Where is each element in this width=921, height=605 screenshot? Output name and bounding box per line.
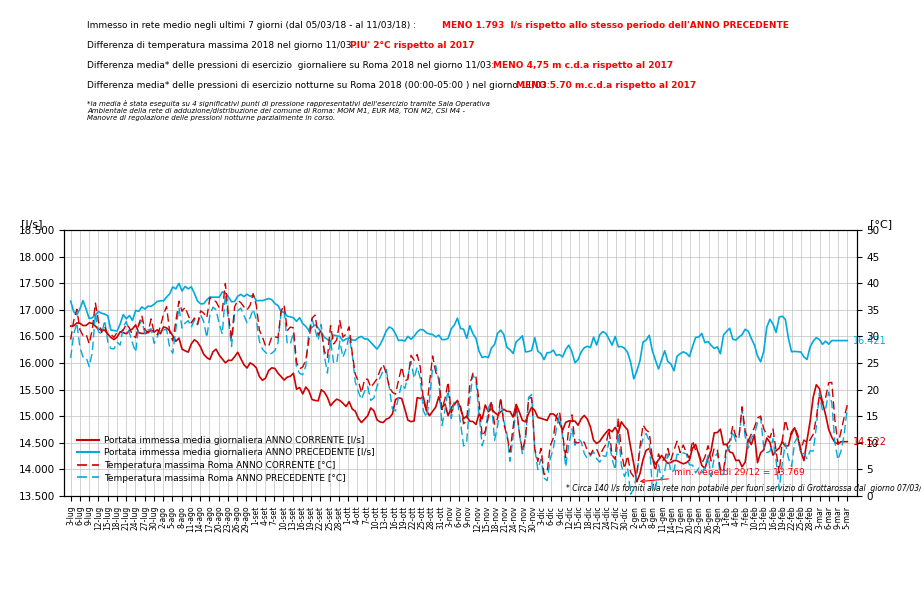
Portata immessa media giornaliera ANNO CORRENTE [l/s] — [300, 384, 311, 391]
Text: PIU' 2°C rispetto al 2017: PIU' 2°C rispetto al 2017 — [350, 41, 474, 50]
Text: min. venerdì 29/12 = 13.769: min. venerdì 29/12 = 13.769 — [641, 468, 805, 483]
Temperatura massima Roma ANNO PRECEDENTE [°C] — [842, 404, 853, 411]
Portata immessa media giornaliera ANNO CORRENTE [l/s] — [65, 322, 76, 330]
Text: Immesso in rete medio negli ultimi 7 giorni (dal 05/03/18 - al 11/03/18) :: Immesso in rete medio negli ultimi 7 gio… — [87, 21, 419, 30]
Text: Differenza media* delle pressioni di esercizio  giornaliere su Roma 2018 nel gio: Differenza media* delle pressioni di ese… — [87, 61, 497, 70]
Portata immessa media giornaliera ANNO PRECEDENTE [l/s] — [81, 306, 92, 313]
Text: *la media è stata eseguita su 4 significativi punti di pressione rappresentativi: *la media è stata eseguita su 4 signific… — [87, 100, 490, 122]
Temperatura massima Roma ANNO CORRENTE [°C] — [564, 424, 575, 431]
Text: Differenza media* delle pressioni di esercizio notturne su Roma 2018 (00:00-05:0: Differenza media* delle pressioni di ese… — [87, 81, 553, 90]
Portata immessa media giornaliera ANNO CORRENTE [l/s] — [842, 438, 853, 445]
Portata immessa media giornaliera ANNO CORRENTE [l/s] — [84, 319, 95, 327]
Temperatura massima Roma ANNO PRECEDENTE [°C] — [300, 362, 311, 370]
Temperatura massima Roma ANNO CORRENTE [°C] — [687, 437, 698, 444]
Text: MENO 1.793  l/s rispetto allo stesso periodo dell'ANNO PRECEDENTE: MENO 1.793 l/s rispetto allo stesso peri… — [442, 21, 789, 30]
Temperatura massima Roma ANNO CORRENTE [°C] — [220, 280, 231, 287]
Temperatura massima Roma ANNO PRECEDENTE [°C] — [625, 491, 636, 498]
Temperatura massima Roma ANNO PRECEDENTE [°C] — [687, 462, 698, 469]
Temperatura massima Roma ANNO CORRENTE [°C] — [300, 356, 311, 364]
Temperatura massima Roma ANNO PRECEDENTE [°C] — [829, 439, 840, 446]
Temperatura massima Roma ANNO CORRENTE [°C] — [628, 473, 639, 480]
Temperatura massima Roma ANNO CORRENTE [°C] — [829, 416, 840, 423]
Portata immessa media giornaliera ANNO CORRENTE [l/s] — [687, 445, 698, 452]
Temperatura massima Roma ANNO PRECEDENTE [°C] — [612, 430, 624, 437]
Line: Temperatura massima Roma ANNO PRECEDENTE [°C]: Temperatura massima Roma ANNO PRECEDENTE… — [71, 294, 847, 494]
Legend: Portata immessa media giornaliera ANNO CORRENTE [l/s], Portata immessa media gio: Portata immessa media giornaliera ANNO C… — [73, 432, 378, 486]
Portata immessa media giornaliera ANNO CORRENTE [l/s] — [564, 417, 575, 425]
Temperatura massima Roma ANNO PRECEDENTE [°C] — [81, 354, 92, 361]
Portata immessa media giornaliera ANNO PRECEDENTE [l/s] — [687, 343, 698, 350]
Portata immessa media giornaliera ANNO PRECEDENTE [l/s] — [612, 343, 624, 350]
Temperatura massima Roma ANNO CORRENTE [°C] — [65, 336, 76, 343]
Temperatura massima Roma ANNO PRECEDENTE [°C] — [564, 441, 575, 448]
Temperatura massima Roma ANNO CORRENTE [°C] — [81, 330, 92, 338]
Text: Differenza di temperatura massima 2018 nel giorno 11/03 :: Differenza di temperatura massima 2018 n… — [87, 41, 361, 50]
Line: Temperatura massima Roma ANNO CORRENTE [°C]: Temperatura massima Roma ANNO CORRENTE [… — [71, 284, 847, 477]
Portata immessa media giornaliera ANNO PRECEDENTE [l/s] — [65, 298, 76, 305]
Temperatura massima Roma ANNO CORRENTE [°C] — [842, 402, 853, 409]
Portata immessa media giornaliera ANNO PRECEDENTE [l/s] — [628, 375, 639, 382]
Temperatura massima Roma ANNO CORRENTE [°C] — [612, 414, 624, 422]
Portata immessa media giornaliera ANNO PRECEDENTE [l/s] — [842, 337, 853, 344]
Portata immessa media giornaliera ANNO CORRENTE [l/s] — [81, 322, 92, 329]
Portata immessa media giornaliera ANNO CORRENTE [l/s] — [612, 430, 624, 437]
Text: 14.522: 14.522 — [854, 437, 888, 446]
Temperatura massima Roma ANNO PRECEDENTE [°C] — [65, 355, 76, 362]
Portata immessa media giornaliera ANNO PRECEDENTE [l/s] — [300, 322, 311, 330]
Text: [l/s]: [l/s] — [21, 219, 42, 229]
Line: Portata immessa media giornaliera ANNO CORRENTE [l/s]: Portata immessa media giornaliera ANNO C… — [71, 323, 847, 482]
Portata immessa media giornaliera ANNO PRECEDENTE [l/s] — [564, 342, 575, 349]
Temperatura massima Roma ANNO PRECEDENTE [°C] — [220, 290, 231, 298]
Text: MENO 4,75 m c.d.a rispetto al 2017: MENO 4,75 m c.d.a rispetto al 2017 — [493, 61, 673, 70]
Line: Portata immessa media giornaliera ANNO PRECEDENTE [l/s]: Portata immessa media giornaliera ANNO P… — [71, 283, 847, 379]
Text: MENO 5.70 m.c.d.a rispetto al 2017: MENO 5.70 m.c.d.a rispetto al 2017 — [516, 81, 696, 90]
Text: * Circa 140 l/s forniti alla rete non potabile per fuori servizio di Grottarossa: * Circa 140 l/s forniti alla rete non po… — [565, 484, 921, 493]
Portata immessa media giornaliera ANNO PRECEDENTE [l/s] — [829, 337, 840, 344]
Portata immessa media giornaliera ANNO CORRENTE [l/s] — [829, 439, 840, 446]
Text: 16.421: 16.421 — [854, 336, 887, 345]
Text: [°C]: [°C] — [870, 219, 892, 229]
Portata immessa media giornaliera ANNO CORRENTE [l/s] — [631, 478, 642, 485]
Portata immessa media giornaliera ANNO PRECEDENTE [l/s] — [173, 280, 184, 287]
